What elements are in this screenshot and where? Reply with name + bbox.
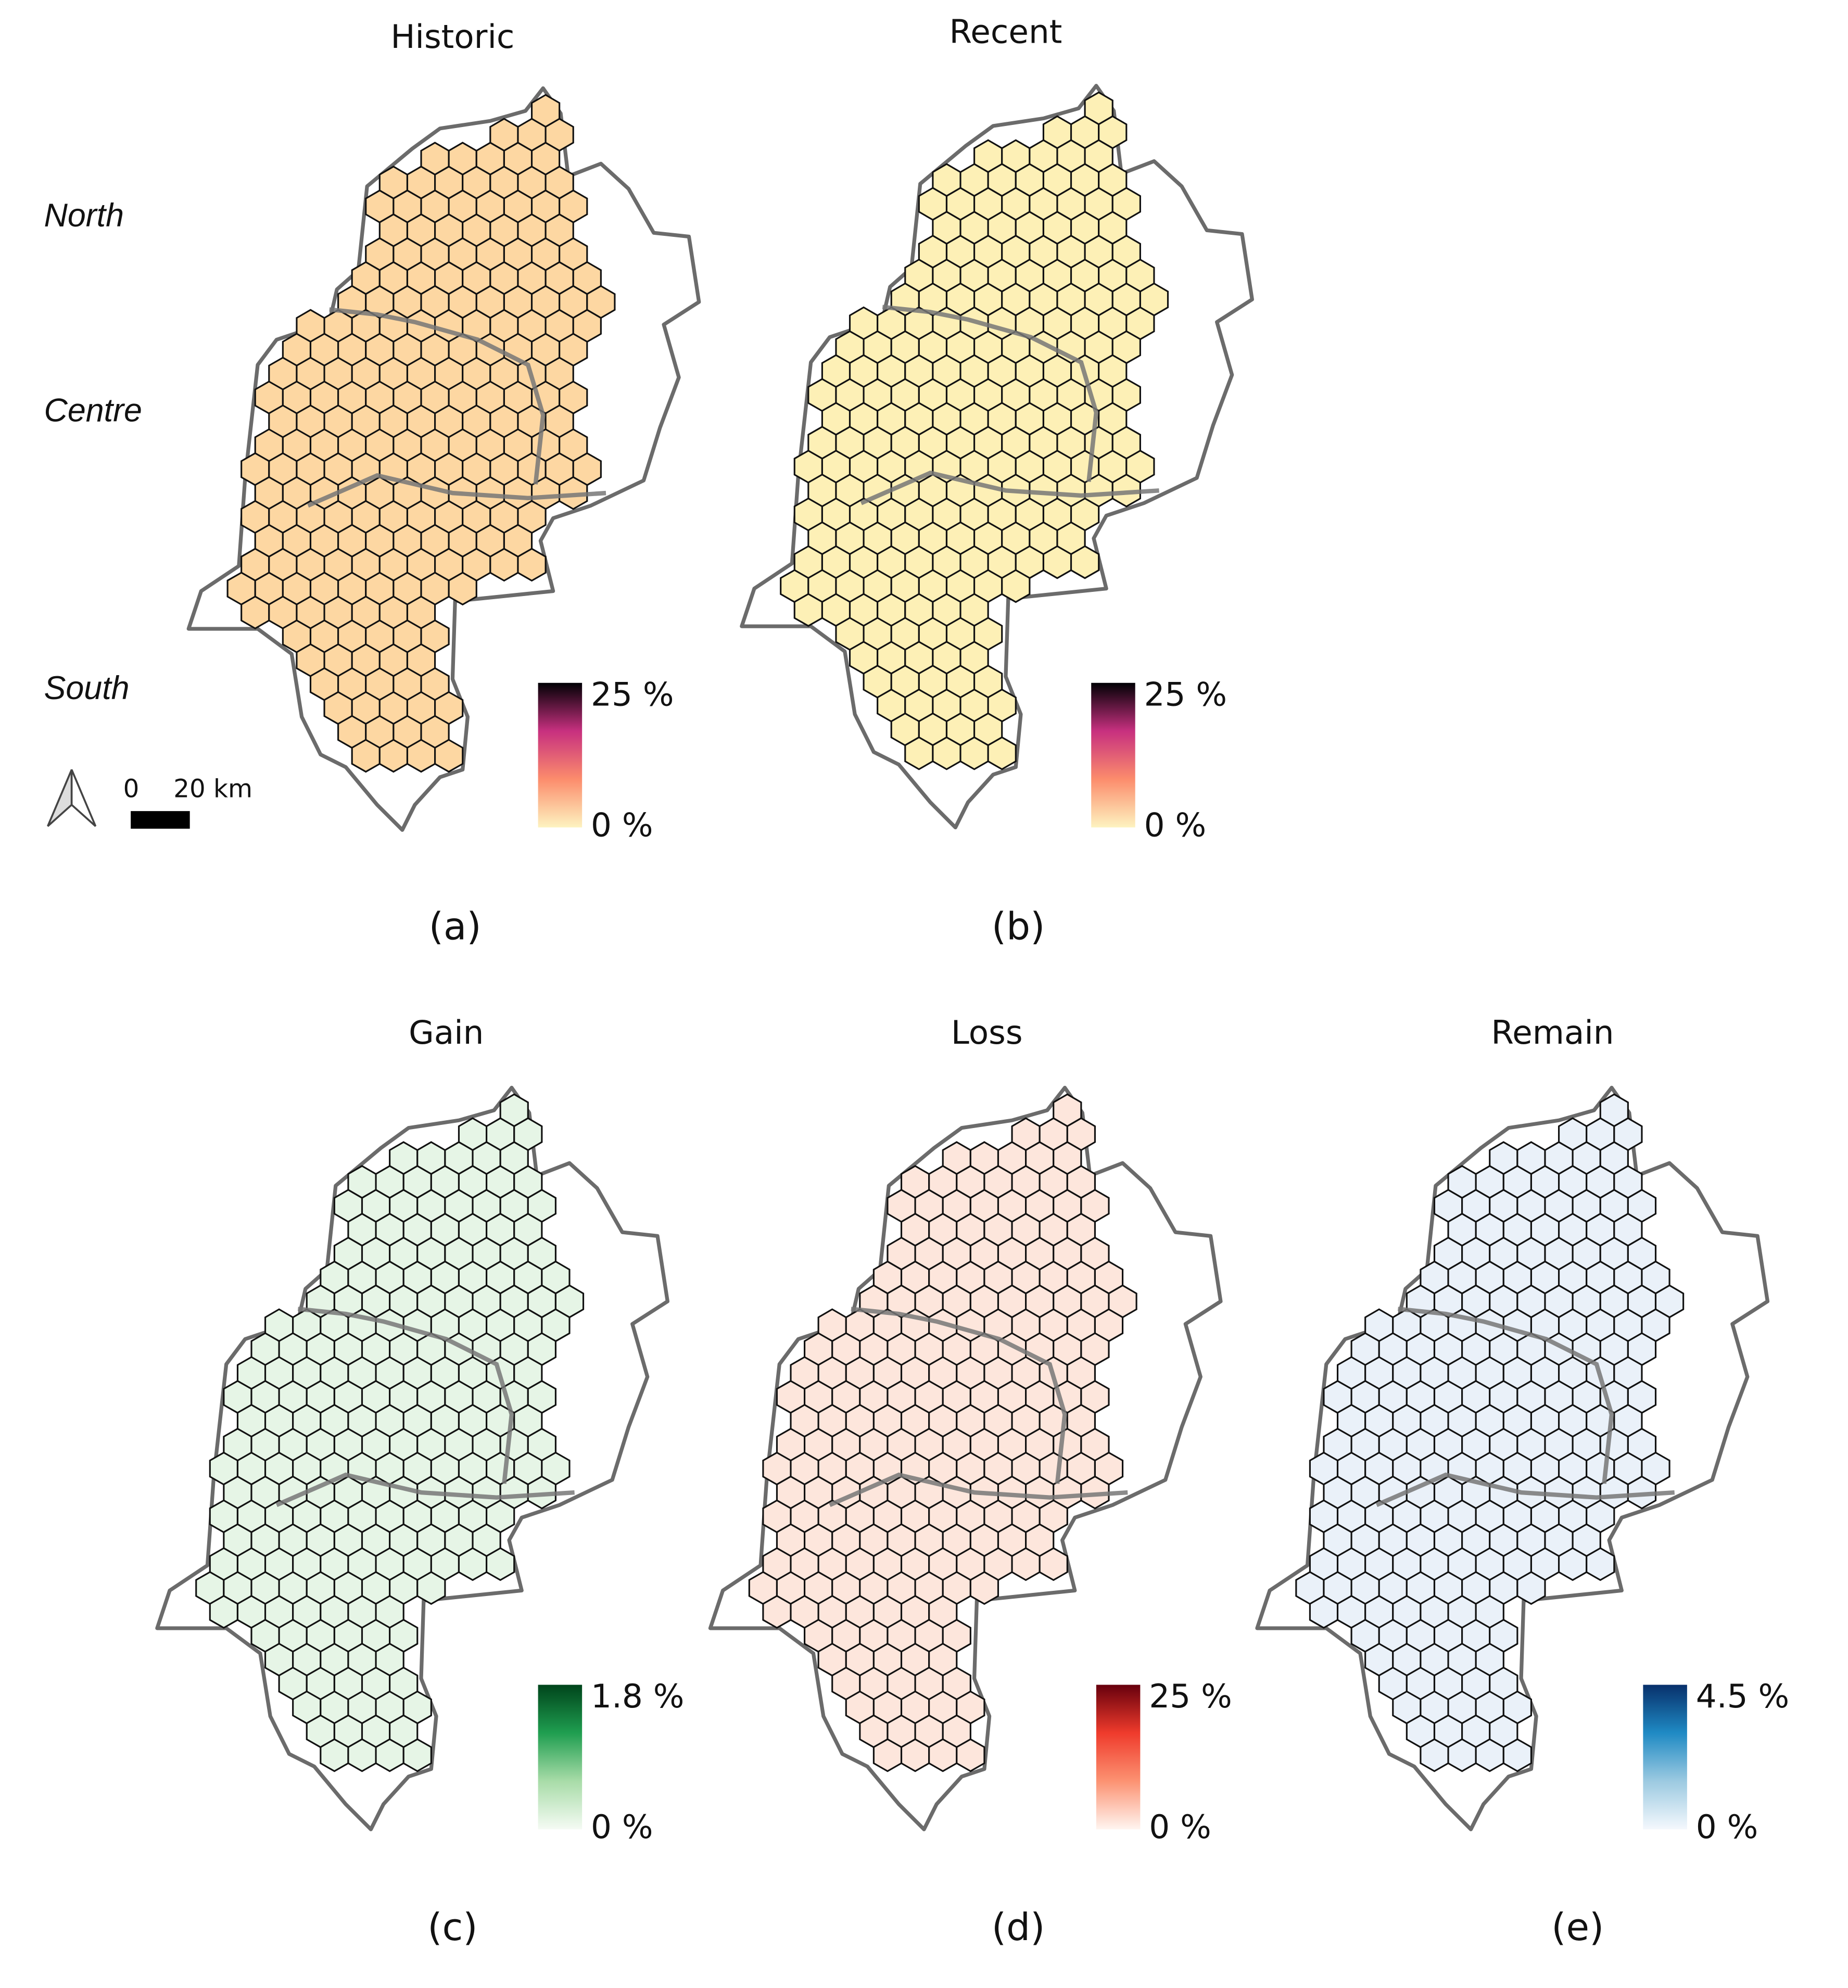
hex-cell <box>1011 1547 1041 1581</box>
hex-cell <box>1516 1571 1546 1605</box>
region-boundary <box>882 305 1099 482</box>
hex-cell <box>1042 545 1072 579</box>
panel-label: (c) <box>427 1906 477 1949</box>
north-arrow <box>47 769 97 827</box>
hex-cell <box>448 572 477 606</box>
legend-min: 0 % <box>591 806 653 844</box>
legend-min: 0 % <box>1149 1808 1211 1846</box>
hex-cell <box>489 548 519 582</box>
hex-cell <box>1475 1738 1504 1772</box>
panel-title: Historic <box>390 18 514 56</box>
region-boundary <box>329 307 546 485</box>
hex-cell <box>928 1738 958 1772</box>
hex-cell <box>241 596 270 630</box>
region-label: North <box>44 197 124 234</box>
region-boundary <box>851 1307 1067 1484</box>
hex-cell <box>793 593 823 627</box>
hex-cell <box>762 1594 792 1629</box>
state-outline <box>155 1085 669 1831</box>
legend-max: 1.8 % <box>591 1677 684 1715</box>
hex-cell <box>320 1738 349 1772</box>
hex-cell <box>932 736 961 770</box>
colorbar <box>1643 1685 1687 1830</box>
hex-cell <box>351 739 381 773</box>
legend-max: 4.5 % <box>1696 1677 1789 1715</box>
hex-cell <box>1420 1738 1449 1772</box>
hex-map <box>155 1085 669 1831</box>
legend-max: 25 % <box>591 675 674 713</box>
hex-cell <box>1586 1547 1615 1581</box>
legend-min: 0 % <box>1144 806 1207 844</box>
state-outline <box>1255 1085 1770 1831</box>
scale-start: 0 <box>123 775 140 804</box>
hex-cell <box>517 548 547 582</box>
panel-label: (a) <box>429 905 482 948</box>
hex-cell <box>1309 1594 1339 1629</box>
hex-cell <box>959 736 989 770</box>
colorbar <box>538 682 583 828</box>
region-boundary <box>1397 1307 1614 1484</box>
hex-cell <box>969 1571 999 1605</box>
hex-cell <box>1039 1547 1068 1581</box>
hex-cell <box>1447 1738 1477 1772</box>
legend-max: 25 % <box>1149 1677 1232 1715</box>
hex-cell <box>402 1738 432 1772</box>
colorbar <box>1091 682 1135 828</box>
hex-cell <box>375 1738 404 1772</box>
hex-map <box>186 86 701 832</box>
hex-cell <box>987 736 1017 770</box>
hex-cell <box>347 1738 377 1772</box>
hex-cell <box>434 739 464 773</box>
legend-min: 0 % <box>1696 1808 1758 1846</box>
hex-map <box>708 1085 1223 1831</box>
hex-cell <box>1070 545 1100 579</box>
panel-label: (b) <box>992 905 1045 948</box>
legend-max: 25 % <box>1144 675 1227 713</box>
colorbar <box>538 1685 583 1830</box>
hex-cell <box>872 1738 903 1772</box>
panel-title: Loss <box>951 1014 1023 1052</box>
hex-cell <box>209 1594 238 1629</box>
state-outline <box>186 86 701 832</box>
region-label: South <box>44 670 130 706</box>
hex-cell <box>416 1571 446 1605</box>
hex-cell <box>1001 569 1031 603</box>
hex-cell <box>956 1738 985 1772</box>
hex-cell <box>1558 1547 1588 1581</box>
region-boundary <box>1375 1472 1675 1508</box>
hex-cell <box>458 1547 488 1581</box>
region-boundary <box>297 1307 514 1484</box>
hex-map <box>740 84 1254 830</box>
state-outline <box>740 84 1254 830</box>
panel-label: (e) <box>1551 1906 1604 1949</box>
hex-cell <box>1502 1738 1532 1772</box>
region-boundary <box>275 1472 575 1508</box>
region-label: Centre <box>44 392 142 428</box>
hex-map <box>1255 1085 1770 1831</box>
panel-label: (d) <box>992 1906 1045 1949</box>
hex-cell <box>900 1738 930 1772</box>
scale-bar <box>131 811 190 829</box>
colorbar <box>1096 1685 1141 1830</box>
panel-title: Remain <box>1491 1014 1614 1052</box>
region-boundary <box>829 1472 1128 1508</box>
hex-cell <box>406 739 436 773</box>
state-outline <box>708 1085 1223 1831</box>
hex-cell <box>378 739 409 773</box>
legend-min: 0 % <box>591 1808 653 1846</box>
panel-title: Gain <box>409 1014 484 1052</box>
region-boundary <box>860 471 1159 505</box>
hex-cell <box>904 736 934 770</box>
scale-end: 20 km <box>173 775 252 804</box>
hex-cell <box>486 1547 515 1581</box>
region-boundary <box>307 473 606 508</box>
panel-title: Recent <box>950 13 1062 51</box>
